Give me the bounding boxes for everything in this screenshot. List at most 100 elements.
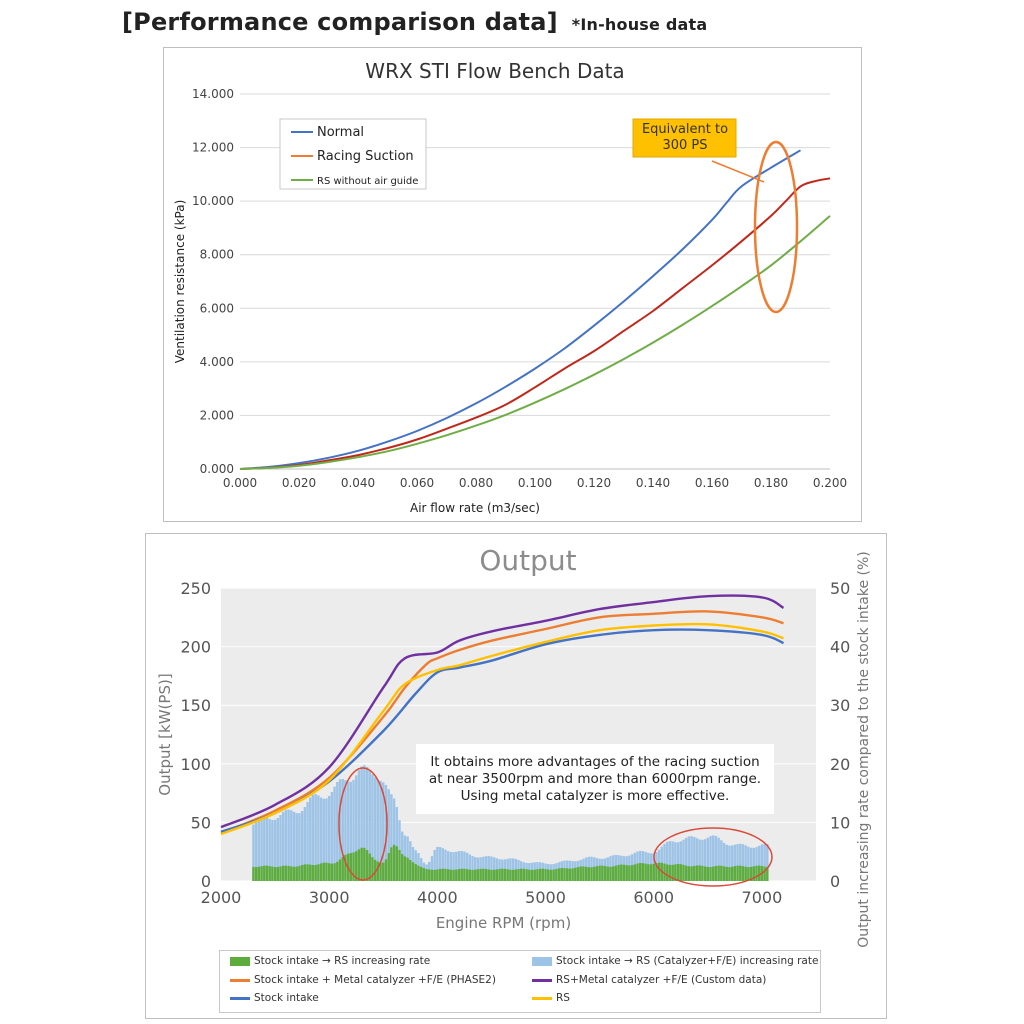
increase-rate-bar-rs (639, 863, 642, 881)
increase-rate-bar-catalyzer (268, 818, 271, 881)
increase-rate-bar-catalyzer (279, 815, 282, 881)
increase-rate-bar-catalyzer (365, 767, 369, 881)
increase-rate-bar-rs (603, 866, 607, 881)
y-tick-label: 12.000 (192, 141, 234, 155)
series-line (220, 622, 784, 836)
increase-rate-bar-rs (460, 868, 463, 881)
x-tick-label: 0.060 (400, 476, 434, 490)
increase-rate-bar-catalyzer (722, 842, 726, 881)
increase-rate-bar-rs (422, 868, 426, 881)
increase-rate-bar-rs (395, 846, 398, 881)
y-tick-label: 4.000 (200, 355, 234, 369)
increase-rate-bar-catalyzer (706, 837, 710, 881)
increase-rate-bar-rs (352, 852, 355, 881)
increase-rate-bar-catalyzer (433, 850, 436, 881)
increase-rate-bar-rs (455, 869, 458, 881)
increase-rate-bar-rs (438, 868, 442, 881)
increase-rate-bar-catalyzer (292, 811, 296, 881)
increase-rate-bar-catalyzer (733, 844, 737, 881)
output-chart-panel: Output 0 50 100 150 200 250 0 10 20 30 40 50 2000 3000… (145, 533, 887, 1019)
increase-rate-bar-rs (663, 863, 666, 881)
chart-title: Output (479, 544, 576, 577)
increase-rate-bar-catalyzer (717, 837, 720, 881)
increase-rate-bar-rs (565, 868, 569, 881)
increase-rate-bar-rs (414, 864, 417, 881)
increase-rate-bar-rs (530, 869, 534, 881)
chart-legend: Normal Racing Suction RS without air guide (279, 118, 427, 190)
flow-bench-chart: WRX STI Flow Bench Data 0.000 2.000 4.000 6.… (173, 59, 847, 515)
increase-rate-bar-rs (574, 867, 577, 881)
increase-rate-bar-rs (549, 869, 553, 881)
increase-rate-bar-rs (528, 869, 531, 881)
legend-label: RS (556, 992, 570, 1004)
increase-rate-bar-rs (636, 863, 639, 881)
increase-rate-bar-catalyzer (325, 798, 328, 881)
y-tick-label: 14.000 (192, 87, 234, 101)
increase-rate-bar-catalyzer (749, 847, 753, 881)
increase-rate-bar-rs (341, 856, 344, 881)
x-axis-label: Air flow rate (m3/sec) (410, 501, 540, 515)
increase-rate-bar-catalyzer (387, 789, 390, 881)
legend-swatch (230, 978, 250, 982)
increase-rate-bar-rs (647, 864, 650, 881)
increase-rate-bar-catalyzer (336, 781, 339, 881)
increase-rate-bar-catalyzer (273, 819, 277, 881)
legend-label: Stock intake + Metal catalyzer +F/E (PHA… (254, 974, 496, 986)
increase-rate-bar-rs (436, 869, 439, 881)
increase-rate-bar-catalyzer (282, 811, 285, 881)
increase-rate-bar-rs (419, 866, 423, 881)
increase-rate-bar-rs (706, 866, 710, 881)
increase-rate-bar-catalyzer (341, 778, 344, 881)
increase-rate-bar-catalyzer (465, 852, 469, 881)
increase-rate-bar-rs (590, 867, 593, 881)
increase-rate-bar-catalyzer (676, 842, 680, 881)
increase-rate-bar-catalyzer (687, 836, 691, 881)
increase-rate-bar-catalyzer (436, 846, 439, 881)
increase-rate-bar-catalyzer (449, 851, 453, 881)
increase-rate-bar-rs (676, 863, 680, 881)
increase-rate-bar-catalyzer (452, 852, 455, 881)
increase-rate-bar-rs (709, 867, 712, 881)
increase-rate-bar-catalyzer (455, 851, 458, 881)
annotation-text: Using metal catalyzer is more effective. (461, 788, 730, 804)
increase-rate-bar-rs (363, 847, 366, 881)
increase-rate-bar-rs (322, 862, 325, 881)
increase-rate-bar-rs (601, 865, 604, 881)
increase-rate-bar-rs (401, 854, 404, 881)
annotation-box (416, 744, 774, 814)
increase-rate-bar-catalyzer (758, 845, 761, 881)
increase-rate-bar-catalyzer (714, 835, 718, 881)
increase-rate-bar-rs (714, 865, 718, 881)
increase-rate-bar-rs (355, 851, 358, 881)
increase-rate-bar-rs (384, 859, 388, 881)
annotation-text: at near 3500rpm and more than 6000rpm ra… (429, 771, 761, 787)
increase-rate-bar-rs (712, 866, 715, 881)
heading-title: [Performance comparison data] (122, 8, 558, 36)
increase-rate-bar-catalyzer (284, 809, 288, 881)
increase-rate-bar-rs (628, 865, 631, 881)
increase-rate-bar-catalyzer (295, 813, 298, 881)
increase-rate-bar-catalyzer (309, 797, 312, 881)
increase-rate-bar-rs (411, 862, 415, 881)
increase-rate-bar-rs (690, 866, 693, 881)
increase-rate-bar-rs (371, 857, 374, 881)
increase-rate-bar-rs (568, 868, 572, 881)
highlight-ellipse (753, 140, 799, 314)
increase-rate-bar-catalyzer (368, 770, 371, 881)
increase-rate-bar-catalyzer (693, 836, 696, 881)
y2-tick-label: 0 (830, 872, 840, 891)
increase-rate-bar-catalyzer (755, 847, 758, 881)
increase-rate-bar-catalyzer (725, 844, 728, 881)
increase-rate-bar-rs (739, 865, 742, 881)
increase-rate-bar-rs (730, 866, 734, 881)
increase-rate-bar-catalyzer (690, 836, 693, 881)
increase-rate-bar-catalyzer (474, 857, 477, 881)
x-tick-label: 3000 (309, 888, 350, 907)
legend-swatch (230, 996, 250, 1000)
increase-rate-bar-catalyzer (666, 841, 669, 881)
legend-swatch (532, 978, 552, 982)
increase-rate-bar-rs (744, 866, 747, 881)
increase-rate-bar-rs (300, 864, 304, 881)
increase-rate-bar-rs (755, 865, 758, 881)
increase-rate-bar-catalyzer (736, 844, 739, 881)
